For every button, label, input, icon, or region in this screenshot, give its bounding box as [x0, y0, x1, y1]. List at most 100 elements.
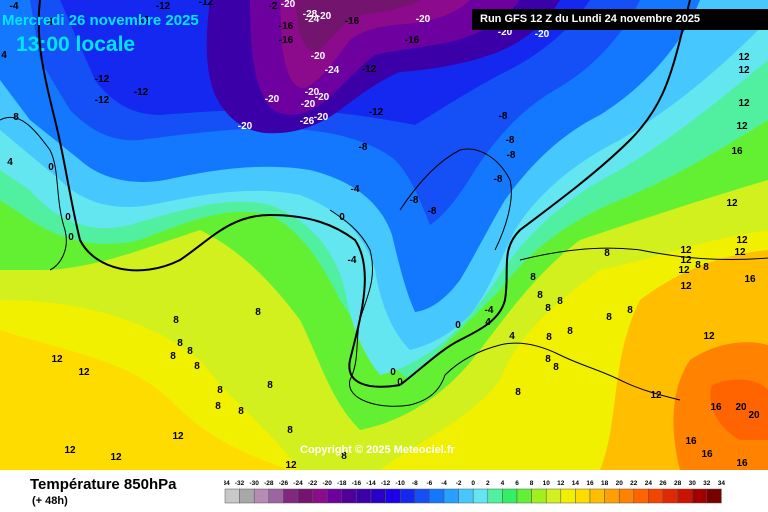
isotherm-label: -4 [485, 305, 494, 316]
isotherm-label: -20 [315, 92, 330, 103]
legend-swatch [356, 488, 372, 504]
legend-tick-label: 0 [471, 480, 475, 487]
isotherm-label: -16 [345, 16, 360, 27]
coastlines [0, 116, 768, 407]
isotherm-label: -26 [300, 116, 315, 127]
coastline-eastern [519, 247, 768, 261]
legend-swatch [633, 488, 649, 504]
coastline-west-europe [329, 209, 446, 407]
legend-swatch [370, 488, 386, 504]
legend-tick-label: 14 [572, 480, 580, 487]
isotherm-label: -4 [348, 255, 357, 266]
isotherm-label: -20 [317, 11, 332, 22]
legend-swatch [341, 488, 357, 504]
isotherm-label: -20 [416, 14, 431, 25]
isotherm-label: 16 [744, 274, 756, 285]
isotherm-label: 12 [738, 98, 750, 109]
isotherm-label: 0 [397, 377, 403, 388]
coastline-scandinavia [399, 148, 512, 251]
isotherm-label: 4 [485, 317, 491, 328]
isotherm-zero-west [37, 0, 401, 388]
isotherm-label: -8 [428, 206, 437, 217]
legend-tick-label: -14 [366, 480, 376, 487]
isotherm-label: -8 [499, 111, 508, 122]
isotherm-label: 12 [78, 367, 90, 378]
isotherm-label: 8 [255, 307, 261, 318]
isotherm-label: 8 [545, 303, 551, 314]
legend-swatch [502, 488, 518, 504]
legend-tick-label: 32 [703, 480, 711, 487]
isotherm-label: -12 [95, 95, 110, 106]
isotherm-label: 8 [606, 312, 612, 323]
isotherm-label: 12 [650, 390, 662, 401]
forecast-date: Mercredi 26 novembre 2025 [2, 12, 199, 29]
isotherm-label: 4 [47, 17, 53, 28]
isotherm-label: 12 [680, 245, 692, 256]
legend-swatch [268, 488, 284, 504]
legend-tick-label: -30 [249, 480, 259, 487]
legend-swatch [487, 488, 503, 504]
isotherm-label: 8 [557, 296, 563, 307]
isotherm-label: 0 [390, 367, 396, 378]
legend-swatch [589, 488, 605, 504]
temperature-fields [0, 0, 768, 470]
legend-swatch [516, 488, 532, 504]
isotherm-label: 12 [678, 265, 690, 276]
legend-tick-label: 22 [630, 480, 638, 487]
isotherm-label: -16 [405, 35, 420, 46]
isotherm-label: -20 [238, 121, 253, 132]
isotherm-label: 8 [703, 262, 709, 273]
isotherm-label: -8 [494, 174, 503, 185]
legend-swatch [706, 488, 722, 504]
forecast-time: 13:00 locale [16, 33, 136, 56]
isotherm-label: 8 [187, 346, 193, 357]
isotherm-label: 8 [695, 260, 701, 271]
isotherm-label: 8 [170, 351, 176, 362]
isotherm-label: 12 [680, 255, 692, 266]
isotherm-label: -12 [95, 74, 110, 85]
legend-swatch [648, 488, 664, 504]
isotherm-label: 16 [736, 458, 748, 469]
isotherm-label: -16 [135, 15, 150, 26]
legend-swatch [283, 488, 299, 504]
isotherm-label: 12 [736, 121, 748, 132]
isotherm-label: 12 [726, 198, 738, 209]
legend-swatch [458, 488, 474, 504]
legend-swatch [414, 488, 430, 504]
isotherm-label: -20 [314, 112, 329, 123]
isotherm-label: -12 [369, 107, 384, 118]
isotherm-label: -20 [301, 99, 316, 110]
legend-tick-label: 28 [674, 480, 682, 487]
isotherm-label: -2 [269, 1, 278, 12]
isotherm-label: 8 [238, 406, 244, 417]
isotherm-label: 8 [604, 248, 610, 259]
legend-swatch [545, 488, 562, 504]
legend-tick-label: -34 [224, 480, 230, 487]
legend-swatch [239, 488, 255, 504]
isotherm-label: 0 [455, 320, 461, 331]
isotherm-label: 8 [287, 425, 293, 436]
isotherm-label: 8 [194, 361, 200, 372]
isotherm-label: -20 [265, 94, 280, 105]
legend-swatch [399, 488, 416, 504]
isotherm-label: -16 [279, 21, 294, 32]
footer-bar: Température 850hPa (+ 48h) -34-32-30-28-… [0, 470, 768, 512]
isotherm-label: -8 [359, 142, 368, 153]
legend-tick-label: 12 [557, 480, 565, 487]
field-darkmagenta [295, 0, 420, 52]
isotherm-label: 8 [341, 451, 347, 462]
legend-tick-label: -12 [381, 480, 391, 487]
isotherm-label: 8 [13, 112, 19, 123]
isotherm-label: 12 [172, 431, 184, 442]
legend-swatch [312, 488, 328, 504]
legend-tick-label: 6 [515, 480, 519, 487]
isotherm-label: 8 [537, 290, 543, 301]
isotherm-label: -8 [410, 195, 419, 206]
legend-tick-label: -22 [308, 480, 318, 487]
legend-tick-label: -28 [264, 480, 274, 487]
legend-tick-label: 24 [645, 480, 653, 487]
isotherm-label: -12 [362, 64, 377, 75]
legend-tick-label: 34 [718, 480, 726, 487]
isotherm-label: 12 [285, 460, 297, 470]
isotherm-label: 8 [530, 272, 536, 283]
